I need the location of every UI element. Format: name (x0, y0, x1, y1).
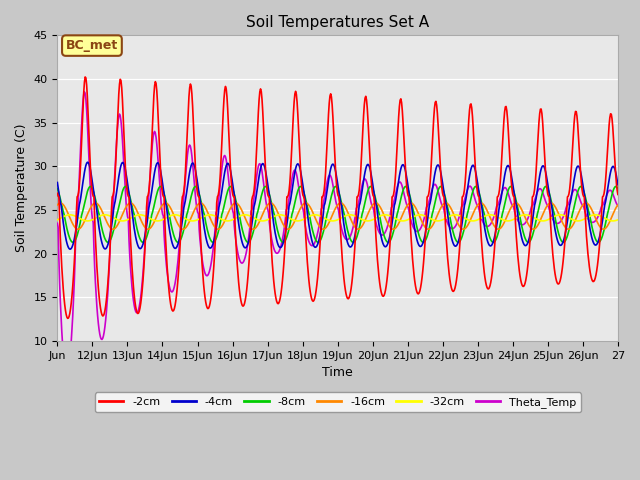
Y-axis label: Soil Temperature (C): Soil Temperature (C) (15, 124, 28, 252)
Title: Soil Temperatures Set A: Soil Temperatures Set A (246, 15, 429, 30)
Legend: -2cm, -4cm, -8cm, -16cm, -32cm, Theta_Temp: -2cm, -4cm, -8cm, -16cm, -32cm, Theta_Te… (95, 393, 580, 412)
X-axis label: Time: Time (323, 366, 353, 379)
Text: BC_met: BC_met (66, 39, 118, 52)
